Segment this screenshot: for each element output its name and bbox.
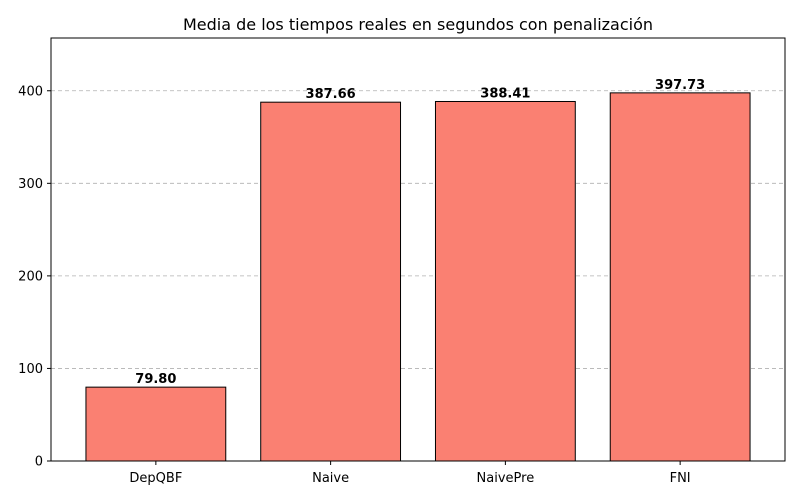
bar-fni (609, 92, 751, 462)
data-labels: 79.80 387.66 388.41 397.73 (135, 78, 705, 387)
bar-naivepre (434, 100, 576, 462)
y-tick-label: 300 (18, 177, 43, 192)
bars (85, 92, 751, 462)
y-tick-label: 0 (35, 455, 43, 470)
y-tick-label: 200 (18, 269, 43, 284)
y-tick-label: 100 (18, 362, 43, 377)
data-label-naivepre: 388.41 (480, 86, 530, 101)
chart-title: Media de los tiempos reales en segundos … (183, 15, 653, 34)
x-tick-label-depqbf: DepQBF (129, 471, 182, 486)
y-axis-ticks: 0 100 200 300 400 (18, 84, 51, 470)
y-tick-label: 400 (18, 84, 43, 99)
x-tick-label-fni: FNI (670, 471, 691, 486)
bar-naive (260, 101, 402, 462)
x-axis-ticks: DepQBF Naive NaivePre FNI (129, 461, 691, 486)
bar-depqbf (85, 386, 227, 462)
data-label-naive: 387.66 (306, 87, 356, 102)
data-label-depqbf: 79.80 (135, 372, 176, 387)
x-tick-label-naivepre: NaivePre (477, 471, 535, 486)
data-label-fni: 397.73 (655, 78, 705, 93)
plot-frame (50, 37, 786, 462)
x-tick-label-naive: Naive (312, 471, 349, 486)
